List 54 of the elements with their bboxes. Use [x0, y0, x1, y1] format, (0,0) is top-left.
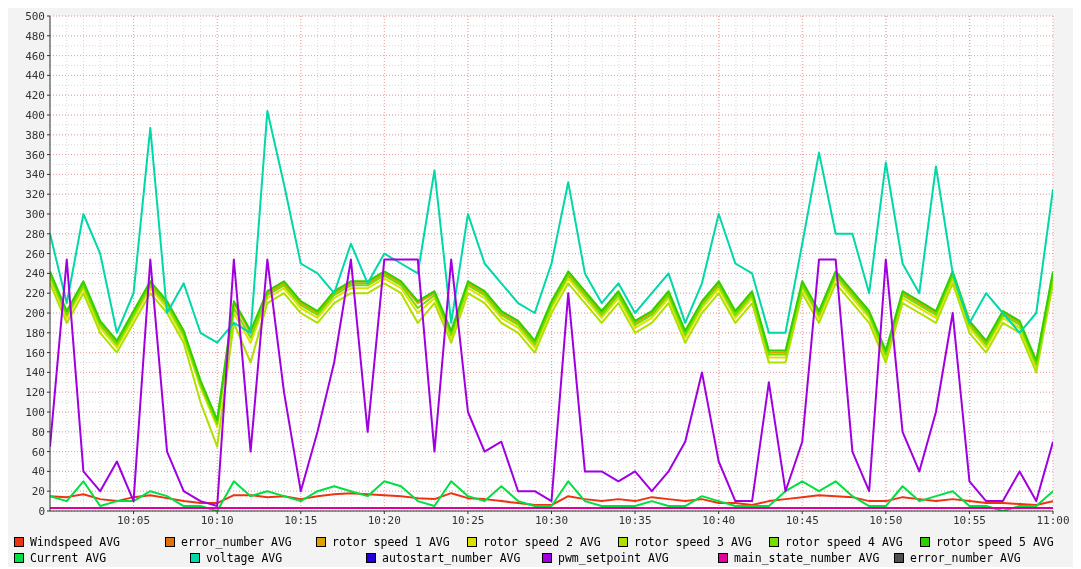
- legend-label: Windspeed AVG: [30, 535, 121, 549]
- y-tick-label: 340: [25, 168, 45, 182]
- legend-label: autostart_number AVG: [382, 551, 521, 565]
- y-tick-label: 120: [25, 386, 45, 400]
- x-tick-label: 10:30: [534, 513, 569, 527]
- legend-label: rotor speed 5 AVG: [936, 535, 1054, 549]
- y-tick-label: 80: [31, 425, 45, 439]
- x-tick-label: 10:25: [451, 513, 485, 527]
- legend-label: pwm_setpoint AVG: [558, 551, 669, 565]
- y-tick-label: 360: [25, 148, 45, 162]
- legend-label: rotor speed 2 AVG: [483, 535, 601, 549]
- legend-label: rotor speed 1 AVG: [332, 535, 450, 549]
- y-tick-label: 480: [25, 29, 45, 43]
- y-tick-label: 140: [25, 366, 45, 380]
- x-tick-label: 10:55: [952, 513, 987, 527]
- x-tick-label: 10:35: [618, 513, 652, 527]
- y-tick-label: 460: [25, 49, 45, 63]
- legend-label: Current AVG: [30, 551, 107, 565]
- y-tick-label: 500: [25, 9, 45, 23]
- y-tick-label: 220: [25, 287, 45, 301]
- x-tick-label: 10:15: [284, 513, 318, 527]
- y-tick-label: 240: [25, 267, 45, 281]
- line-series: [50, 492, 1053, 507]
- x-tick-label: 10:50: [869, 513, 903, 527]
- x-tick-label: 10:40: [702, 513, 736, 527]
- y-tick-label: 280: [25, 227, 45, 241]
- y-tick-label: 180: [25, 326, 45, 340]
- y-tick-label: 20: [31, 485, 45, 499]
- y-tick-label: 420: [25, 89, 45, 103]
- legend-label: error_number AVG: [910, 551, 1021, 565]
- legend-label: rotor speed 3 AVG: [634, 535, 752, 549]
- y-tick-label: 300: [25, 207, 45, 221]
- x-tick-label: 10:20: [367, 513, 401, 527]
- x-tick-label: 10:05: [116, 513, 151, 527]
- y-tick-label: 260: [25, 247, 45, 261]
- legend-label: rotor speed 4 AVG: [785, 535, 903, 549]
- y-tick-label: 440: [25, 69, 45, 83]
- y-tick-label: 200: [25, 306, 45, 320]
- y-tick-label: 40: [31, 465, 45, 479]
- line-series: [50, 110, 1053, 344]
- y-tick-label: 320: [25, 188, 45, 202]
- y-tick-label: 0: [38, 504, 45, 518]
- line-series: [50, 258, 1053, 508]
- x-tick-label: 10:45: [785, 513, 819, 527]
- x-tick-label: 10:10: [200, 513, 234, 527]
- legend-label: error_number AVG: [181, 535, 292, 549]
- legend-label: main_state_number AVG: [734, 551, 880, 565]
- legend-label: voltage AVG: [206, 551, 283, 565]
- y-tick-label: 100: [25, 405, 45, 419]
- y-tick-label: 400: [25, 108, 45, 122]
- y-tick-label: 160: [25, 346, 45, 360]
- y-tick-label: 60: [31, 445, 45, 459]
- y-tick-label: 380: [25, 128, 45, 142]
- x-tick-label: 11:00: [1036, 513, 1070, 527]
